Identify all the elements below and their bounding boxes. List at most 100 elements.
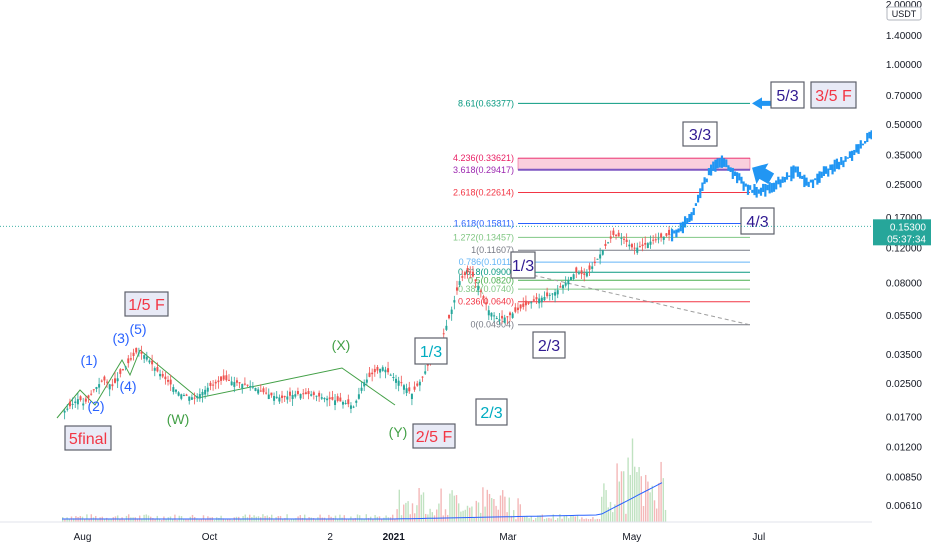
candle-body: [251, 386, 254, 388]
candle-body: [448, 314, 451, 319]
candle-body: [153, 368, 156, 371]
volume-bar: [409, 514, 411, 522]
candle-body: [270, 392, 273, 396]
volume-bar: [290, 518, 293, 522]
candle-body: [662, 236, 665, 240]
volume-bar: [464, 509, 466, 522]
candle-body: [461, 276, 464, 278]
projection-bar: [725, 159, 728, 168]
volume-bar: [200, 518, 202, 522]
currency-badge[interactable]: USDT: [886, 6, 922, 21]
candle-body: [559, 286, 562, 288]
candle-body: [307, 391, 310, 395]
volume-bar: [627, 457, 629, 522]
wave-count-box: 4/3: [740, 207, 775, 235]
price-tick-label: 0.01200: [886, 442, 923, 453]
candle-body: [593, 261, 596, 264]
projection-bar: [835, 158, 839, 169]
fib-level-label: 4.236(0.33621): [453, 153, 514, 163]
wave-count-boxes: 5final 1/5 F 1/3 2/5 F 2/3 1/3 2/3 3/3 4/3 5/3 3/5…: [64, 81, 857, 451]
volume-bar: [141, 518, 143, 522]
projection-bar: [820, 171, 823, 178]
projection-bar: [798, 171, 802, 179]
candle-body: [416, 383, 419, 386]
volume-bar: [172, 519, 174, 522]
volume-bar: [306, 519, 308, 522]
candle-body: [222, 375, 225, 380]
fib-level-label: 0.5(0.0820): [468, 275, 514, 285]
volume-bar: [77, 517, 79, 522]
volume-bar: [449, 493, 451, 522]
wave-count-label: 2/5 F: [416, 429, 453, 446]
projection-bar: [850, 150, 854, 161]
volume-bar: [130, 517, 132, 522]
wave-label: (3): [112, 330, 129, 346]
volume-bar: [198, 519, 200, 522]
candle-body: [259, 390, 262, 392]
candle-body: [352, 406, 355, 408]
projection-bar: [751, 189, 754, 193]
fib-level-label: 0.786(0.1011): [459, 257, 514, 267]
candle-body: [580, 270, 583, 275]
projection-arrow-icon: [752, 163, 775, 185]
projection-bar: [733, 171, 737, 176]
time-axis[interactable]: Aug Oct 2 2021 Mar May Jul: [0, 521, 872, 543]
wave-label: (W): [167, 411, 190, 427]
volume-bar: [367, 517, 370, 522]
candle-body: [535, 297, 538, 300]
impulse-wave-line: [56, 349, 141, 419]
candle-body: [241, 383, 244, 389]
projection-bar: [694, 203, 698, 206]
volume-bar: [574, 516, 576, 522]
candle-body: [204, 389, 207, 395]
volume-bar: [209, 517, 211, 522]
candle-body: [281, 395, 284, 398]
volume-bar: [431, 512, 433, 522]
volume-bar: [227, 519, 229, 522]
volume-bar: [466, 505, 469, 522]
wave-count-label: 3/3: [689, 127, 711, 144]
projection-bar: [783, 176, 786, 183]
volume-bar: [568, 518, 570, 522]
volume-bar: [341, 517, 343, 522]
volume-bar: [271, 514, 273, 522]
volume-bar: [537, 515, 539, 522]
candle-body: [334, 400, 337, 406]
candle-body: [177, 392, 180, 396]
projection-bar: [720, 155, 724, 168]
price-axis[interactable]: 2.00000 1.40000 1.00000 0.70000 0.50000 0.350…: [0, 0, 932, 520]
candle-body: [103, 376, 106, 381]
correction-wave-line: [139, 349, 396, 406]
candle-body: [283, 395, 286, 398]
candle-body: [668, 229, 671, 235]
wave-count-label: 4/3: [746, 214, 768, 231]
volume-bar: [396, 509, 398, 522]
volume-bar: [609, 501, 612, 522]
volume-bar: [260, 517, 262, 522]
fib-level-label: 8.61(0.63377): [458, 98, 514, 108]
volume-bar: [475, 500, 477, 522]
volume-bar: [658, 482, 660, 522]
volume-bar: [436, 509, 438, 522]
candle-body: [665, 233, 668, 236]
candle-body: [660, 233, 663, 238]
volume-bar: [442, 515, 444, 522]
candle-body: [402, 385, 405, 390]
candle-body: [538, 298, 541, 304]
candle-body: [503, 317, 506, 323]
volume-bar: [471, 506, 473, 522]
candle-body: [151, 360, 154, 365]
volume-bar: [187, 519, 189, 522]
time-tick-label: 2021: [383, 532, 406, 543]
candle-body: [288, 391, 291, 396]
price-axis-background: [872, 0, 932, 520]
volume-bar: [629, 474, 631, 522]
volume-bar: [598, 519, 601, 522]
projection-bar: [785, 172, 789, 180]
volume-bar: [451, 490, 453, 522]
projection-bar: [803, 174, 806, 188]
fib-level-label: 0.618(0.0900): [458, 267, 514, 277]
projection-bar: [749, 185, 752, 190]
price-tick-label: 0.17000: [886, 213, 923, 224]
